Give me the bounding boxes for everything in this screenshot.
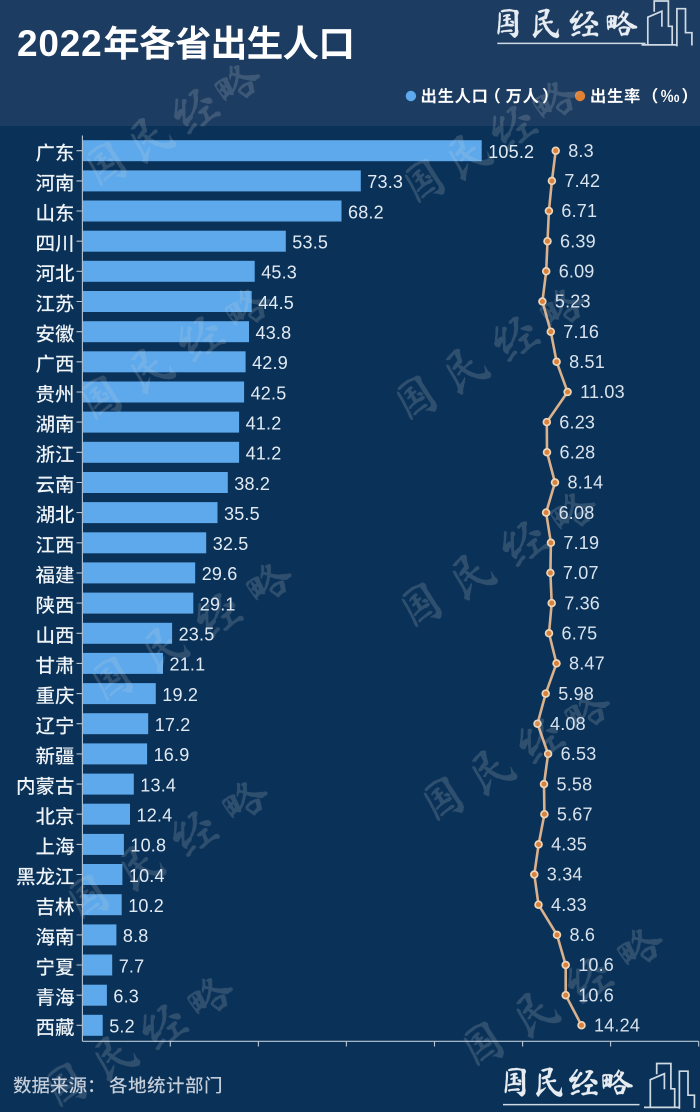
svg-text:8.3: 8.3 — [568, 141, 594, 161]
svg-text:21.1: 21.1 — [170, 655, 206, 675]
svg-text:5.67: 5.67 — [557, 804, 593, 824]
svg-text:3.34: 3.34 — [547, 865, 583, 885]
svg-text:10.2: 10.2 — [128, 896, 164, 916]
svg-text:42.5: 42.5 — [251, 383, 287, 403]
svg-text:16.9: 16.9 — [154, 745, 190, 765]
svg-text:6.28: 6.28 — [560, 443, 596, 463]
svg-text:8.6: 8.6 — [570, 925, 596, 945]
svg-text:73.3: 73.3 — [367, 172, 403, 192]
svg-text:53.5: 53.5 — [292, 233, 328, 253]
svg-text:8.47: 8.47 — [569, 654, 605, 674]
svg-text:8.51: 8.51 — [569, 352, 605, 372]
svg-text:6.71: 6.71 — [561, 201, 597, 221]
svg-text:5.98: 5.98 — [558, 684, 594, 704]
svg-text:10.8: 10.8 — [130, 836, 166, 856]
svg-text:41.2: 41.2 — [246, 444, 282, 464]
svg-text:19.2: 19.2 — [162, 685, 198, 705]
svg-text:14.24: 14.24 — [594, 1016, 640, 1036]
svg-text:23.5: 23.5 — [179, 625, 215, 645]
svg-text:7.07: 7.07 — [563, 563, 599, 583]
svg-text:6.39: 6.39 — [560, 231, 596, 251]
svg-text:44.5: 44.5 — [258, 293, 294, 313]
svg-text:2022: 2022 — [17, 23, 103, 64]
svg-text:38.2: 38.2 — [234, 474, 270, 494]
svg-text:6.75: 6.75 — [562, 624, 598, 644]
svg-text:12.4: 12.4 — [137, 806, 173, 826]
svg-text:17.2: 17.2 — [155, 715, 191, 735]
svg-text:6.23: 6.23 — [559, 412, 595, 432]
svg-text:41.2: 41.2 — [246, 413, 282, 433]
svg-text:45.3: 45.3 — [261, 263, 297, 283]
svg-text:6.53: 6.53 — [561, 744, 597, 764]
svg-text:35.5: 35.5 — [224, 504, 260, 524]
svg-text:32.5: 32.5 — [213, 534, 249, 554]
svg-text:8.14: 8.14 — [568, 473, 604, 493]
svg-text:7.42: 7.42 — [564, 171, 600, 191]
svg-text:6.3: 6.3 — [113, 987, 139, 1007]
svg-text:4.33: 4.33 — [551, 895, 587, 915]
svg-text:5.58: 5.58 — [557, 774, 593, 794]
svg-text:7.36: 7.36 — [564, 593, 600, 613]
svg-text:7.19: 7.19 — [563, 533, 599, 553]
svg-text:42.9: 42.9 — [252, 353, 288, 373]
svg-text:5.2: 5.2 — [109, 1017, 135, 1037]
svg-text:105.2: 105.2 — [488, 142, 534, 162]
svg-text:68.2: 68.2 — [348, 202, 384, 222]
svg-text:43.8: 43.8 — [256, 323, 292, 343]
svg-text:11.03: 11.03 — [580, 382, 625, 402]
svg-text:4.35: 4.35 — [551, 835, 587, 855]
svg-text:7.7: 7.7 — [119, 956, 145, 976]
svg-text:13.4: 13.4 — [140, 775, 176, 795]
svg-text:6.09: 6.09 — [559, 262, 595, 282]
svg-text:29.6: 29.6 — [202, 564, 238, 584]
svg-text:8.8: 8.8 — [123, 926, 149, 946]
svg-text:7.16: 7.16 — [563, 322, 599, 342]
